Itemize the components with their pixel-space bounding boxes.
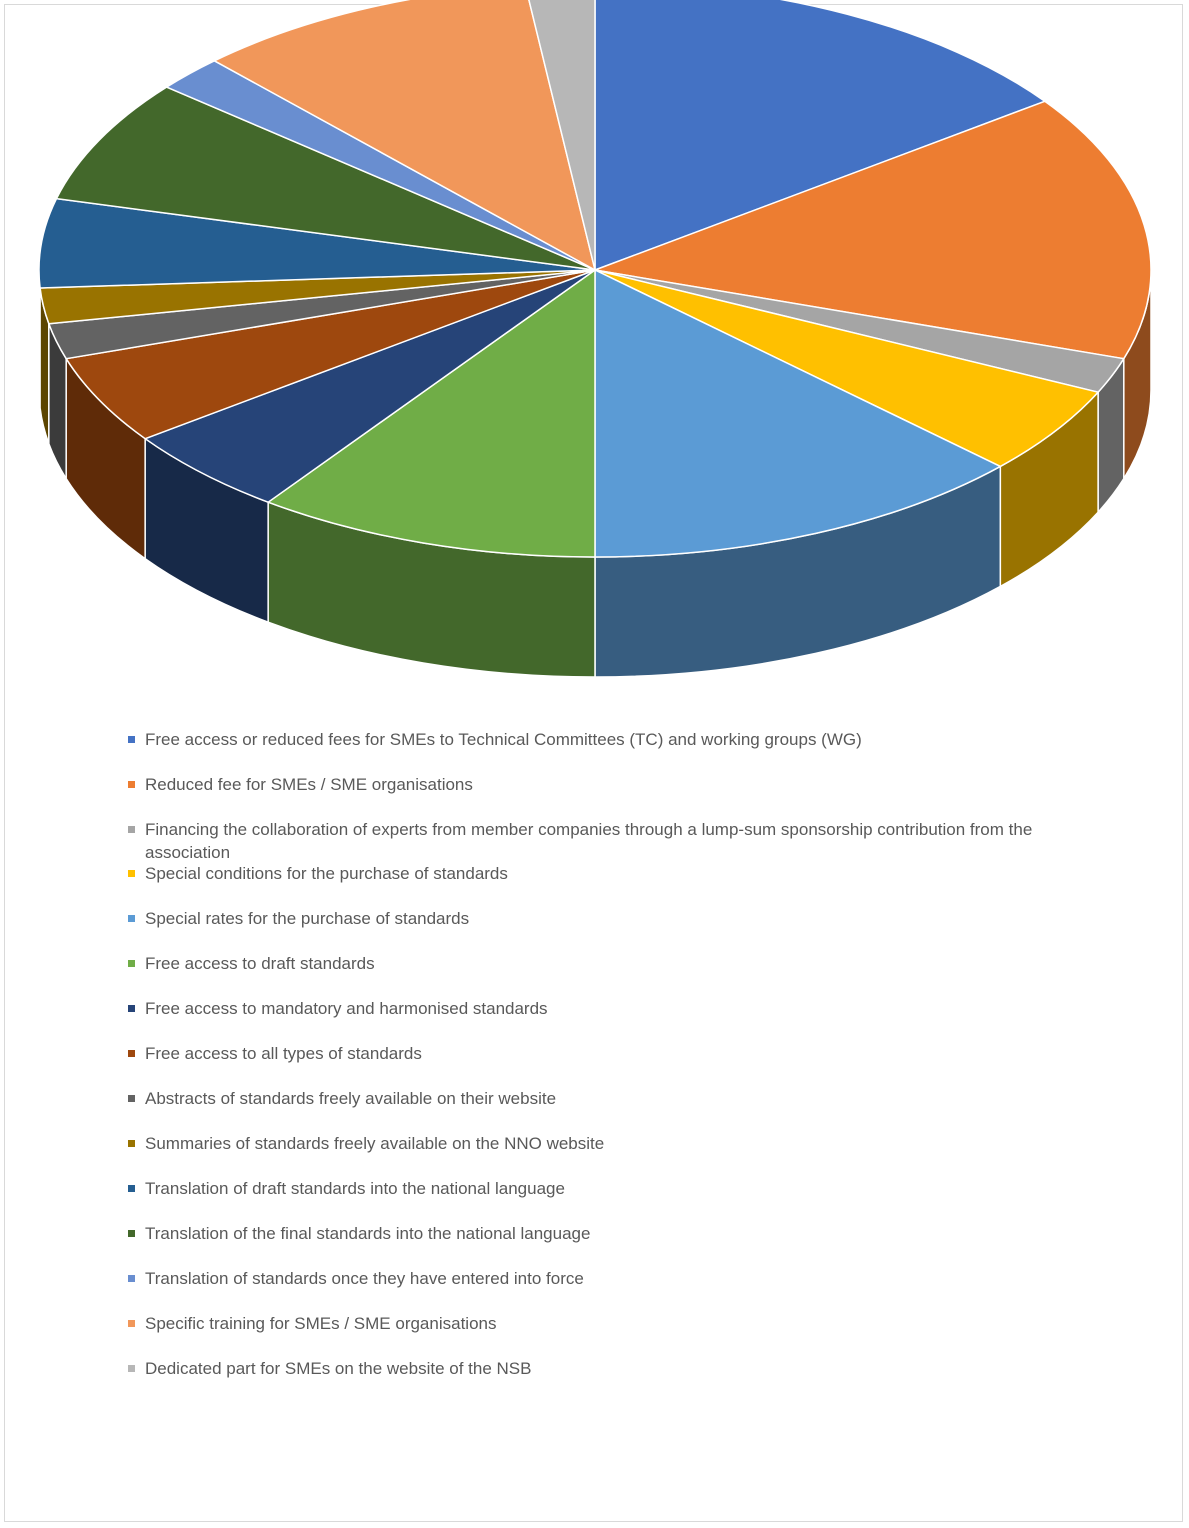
legend-label: Free access to all types of standards [145, 1044, 422, 1063]
legend-swatch [128, 826, 135, 833]
pie-slice-5[interactable] [594, 269, 1002, 558]
pie-slice-6[interactable] [267, 269, 596, 558]
legend-label: Dedicated part for SMEs on the website o… [145, 1359, 532, 1378]
legend-item-14[interactable]: Specific training for SMEs / SME organis… [128, 1312, 1068, 1357]
legend-label: Free access to mandatory and harmonised … [145, 999, 548, 1018]
legend-swatch [128, 1140, 135, 1147]
legend-item-1[interactable]: Free access or reduced fees for SMEs to … [128, 728, 1068, 773]
legend-item-4[interactable]: Special conditions for the purchase of s… [128, 862, 1068, 907]
legend-item-13[interactable]: Translation of standards once they have … [128, 1267, 1068, 1312]
legend-swatch [128, 1365, 135, 1372]
legend-swatch [128, 1320, 135, 1327]
legend-label: Specific training for SMEs / SME organis… [145, 1314, 497, 1333]
legend-label: Free access to draft standards [145, 954, 375, 973]
pie-slice-15[interactable] [525, 0, 596, 271]
legend-swatch [128, 1050, 135, 1057]
pie-slice-8[interactable] [65, 269, 596, 440]
legend-swatch [128, 915, 135, 922]
legend-swatch [128, 1230, 135, 1237]
legend-item-15[interactable]: Dedicated part for SMEs on the website o… [128, 1357, 1068, 1402]
legend-item-12[interactable]: Translation of the final standards into … [128, 1222, 1068, 1267]
legend-swatch [128, 1095, 135, 1102]
pie-slice-14[interactable] [213, 0, 596, 271]
legend-label: Special rates for the purchase of standa… [145, 909, 470, 928]
chart-legend: Free access or reduced fees for SMEs to … [128, 728, 1068, 1402]
legend-item-9[interactable]: Abstracts of standards freely available … [128, 1087, 1068, 1132]
legend-label: Reduced fee for SMEs / SME organisations [145, 775, 473, 794]
legend-swatch [128, 781, 135, 788]
legend-label: Financing the collaboration of experts f… [145, 820, 1033, 862]
legend-swatch [128, 1005, 135, 1012]
legend-item-2[interactable]: Reduced fee for SMEs / SME organisations [128, 773, 1068, 818]
legend-item-3[interactable]: Financing the collaboration of experts f… [128, 818, 1068, 862]
legend-label: Abstracts of standards freely available … [145, 1089, 557, 1108]
legend-item-6[interactable]: Free access to draft standards [128, 952, 1068, 997]
legend-item-11[interactable]: Translation of draft standards into the … [128, 1177, 1068, 1222]
legend-item-7[interactable]: Free access to mandatory and harmonised … [128, 997, 1068, 1042]
pie-chart [38, 0, 1152, 678]
legend-label: Translation of draft standards into the … [145, 1179, 565, 1198]
pie-slice-4[interactable] [594, 269, 1099, 468]
legend-swatch [128, 960, 135, 967]
legend-swatch [128, 736, 135, 743]
legend-label: Special conditions for the purchase of s… [145, 864, 508, 883]
pie-slice-1[interactable] [594, 0, 1046, 271]
pie-slice-12[interactable] [55, 86, 596, 271]
legend-label: Free access or reduced fees for SMEs to … [145, 730, 862, 749]
legend-item-10[interactable]: Summaries of standards freely available … [128, 1132, 1068, 1177]
legend-swatch [128, 1185, 135, 1192]
legend-label: Translation of the final standards into … [145, 1224, 591, 1243]
legend-label: Translation of standards once they have … [145, 1269, 584, 1288]
pie-slice-2[interactable] [594, 100, 1152, 360]
legend-swatch [128, 870, 135, 877]
pie-slice-11[interactable] [38, 197, 596, 289]
legend-label: Summaries of standards freely available … [145, 1134, 605, 1153]
pie-slice-7[interactable] [144, 269, 596, 503]
legend-item-5[interactable]: Special rates for the purchase of standa… [128, 907, 1068, 952]
legend-item-8[interactable]: Free access to all types of standards [128, 1042, 1068, 1087]
legend-swatch [128, 1275, 135, 1282]
